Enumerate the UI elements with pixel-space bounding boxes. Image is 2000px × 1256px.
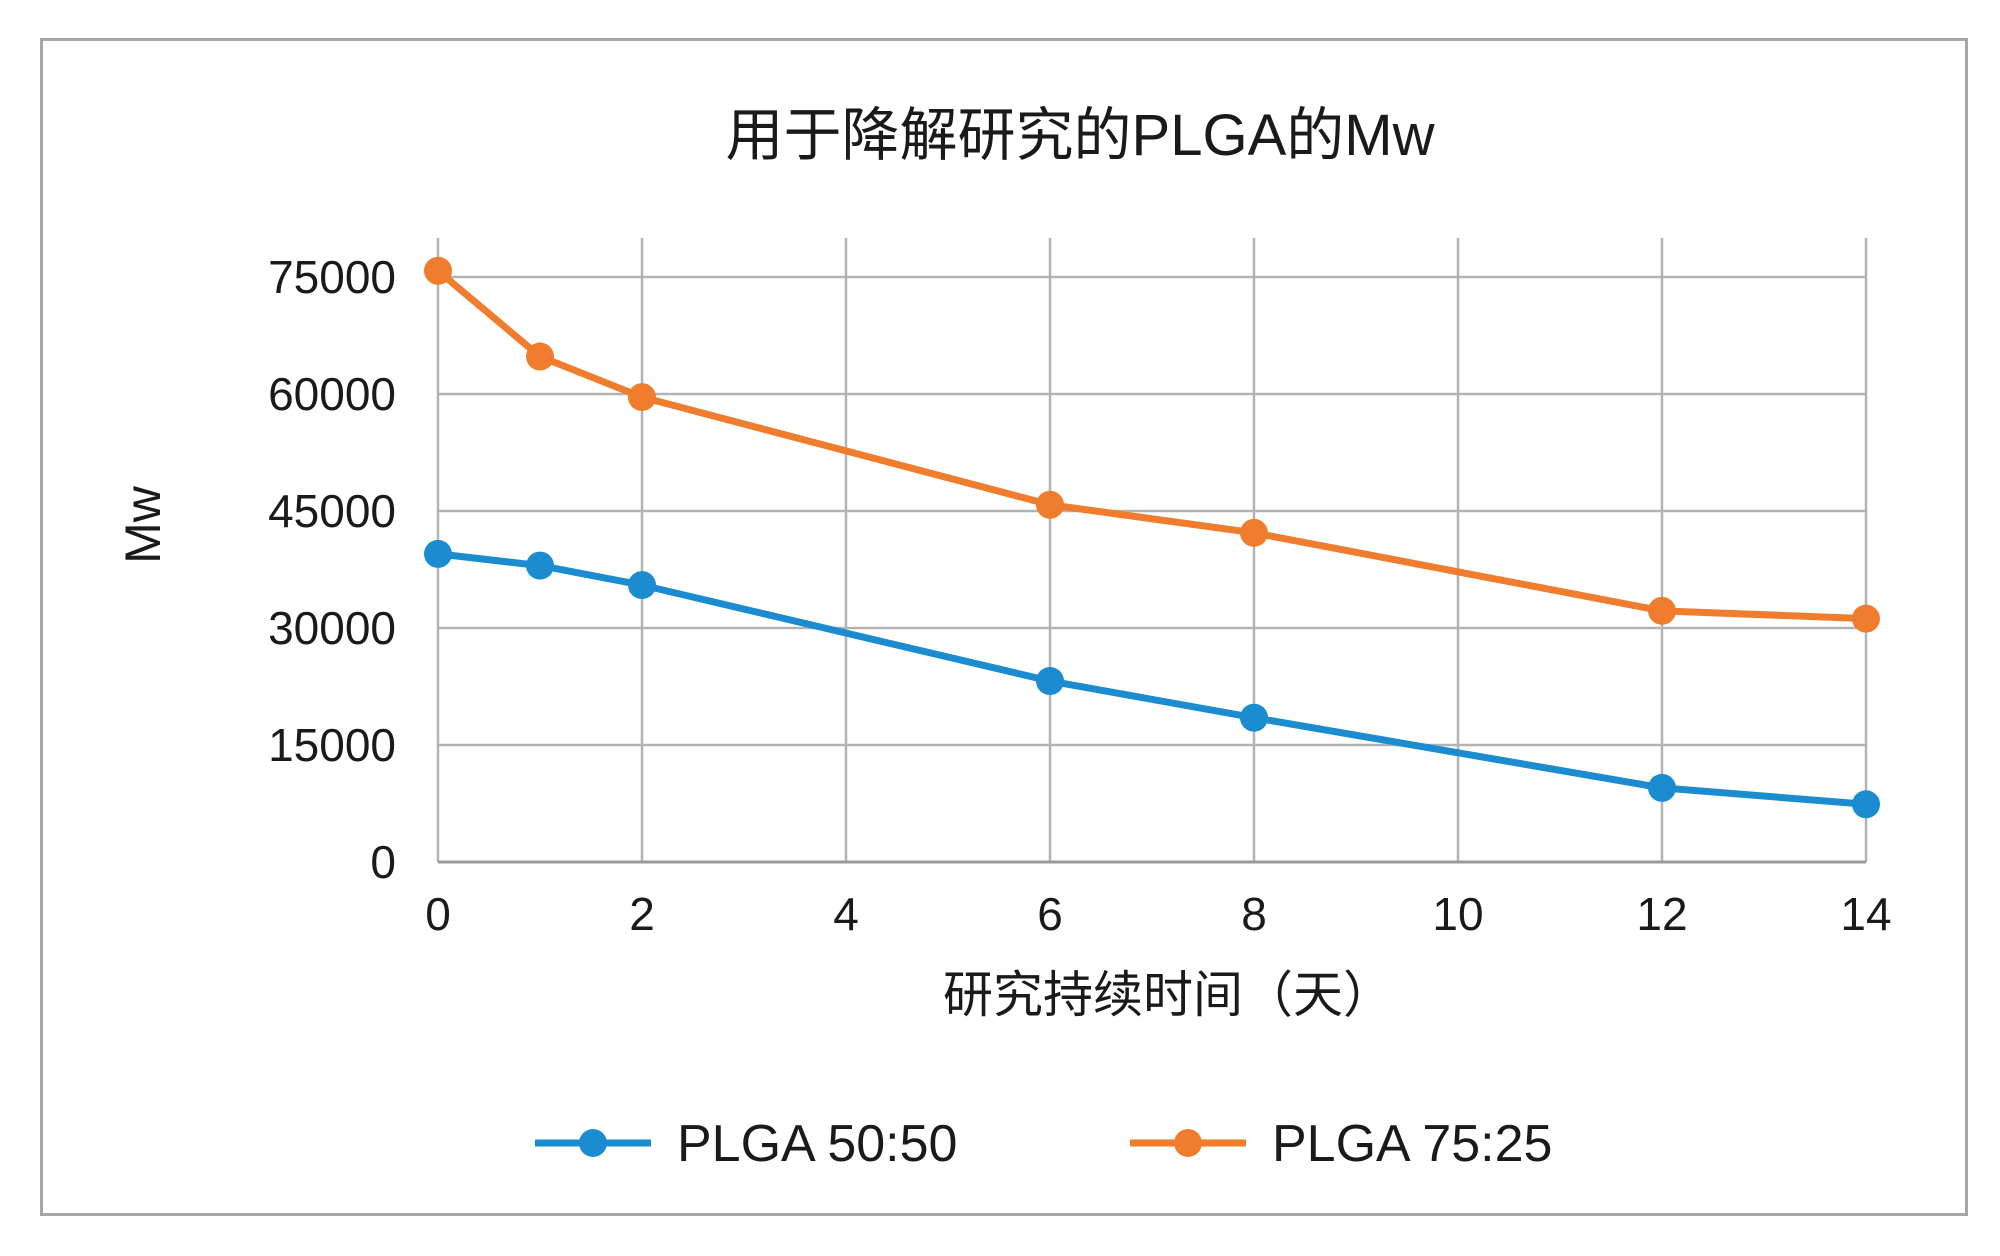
x-tick-label: 12	[1636, 888, 1687, 940]
data-point	[1036, 490, 1064, 519]
x-tick-label: 2	[629, 888, 655, 940]
legend-label: PLGA 75:25	[1272, 1115, 1552, 1173]
x-tick-label: 0	[425, 888, 451, 940]
x-tick-label: 6	[1037, 888, 1063, 940]
legend-label: PLGA 50:50	[677, 1115, 957, 1173]
x-tick-label: 14	[1840, 888, 1891, 940]
y-tick-label: 15000	[268, 719, 396, 771]
x-tick-label: 8	[1241, 888, 1267, 940]
data-point	[1240, 703, 1268, 732]
legend: PLGA 50:50 PLGA 75:25	[535, 1115, 1552, 1173]
y-tick-label: 0	[370, 836, 396, 888]
y-tick-label: 60000	[268, 368, 396, 420]
y-tick-label: 45000	[268, 485, 396, 537]
x-axis-title: 研究持续时间（天）	[943, 967, 1393, 1023]
y-axis-title: Mw	[115, 485, 171, 564]
series-1	[424, 539, 1880, 819]
legend-item-2: PLGA 75:25	[1130, 1115, 1552, 1173]
data-point	[1648, 773, 1676, 802]
y-tick-label: 75000	[268, 251, 396, 303]
data-point	[628, 383, 656, 412]
data-point	[424, 539, 452, 568]
legend-item-1: PLGA 50:50	[535, 1115, 957, 1173]
data-point	[1036, 667, 1064, 696]
data-point	[1240, 518, 1268, 547]
data-point	[424, 256, 452, 285]
legend-marker	[579, 1129, 607, 1157]
series-line	[434, 267, 1870, 623]
legend-marker	[1174, 1129, 1202, 1157]
data-point	[1852, 604, 1880, 633]
x-tick-label: 10	[1432, 888, 1483, 940]
data-point	[526, 551, 554, 580]
data-point	[526, 342, 554, 371]
chart-title: 用于降解研究的PLGA的Mw	[726, 103, 1436, 168]
series-2	[424, 256, 1880, 633]
tick-labels: 0 2 4 6 8 10 12 14 0 15000 30000 45000 60000 75000	[268, 251, 1892, 940]
series-layer	[424, 256, 1880, 819]
data-point	[1852, 790, 1880, 819]
data-point	[628, 571, 656, 600]
x-tick-label: 4	[833, 888, 859, 940]
y-tick-label: 30000	[268, 602, 396, 654]
data-point	[1648, 596, 1676, 625]
grid	[436, 238, 1868, 862]
